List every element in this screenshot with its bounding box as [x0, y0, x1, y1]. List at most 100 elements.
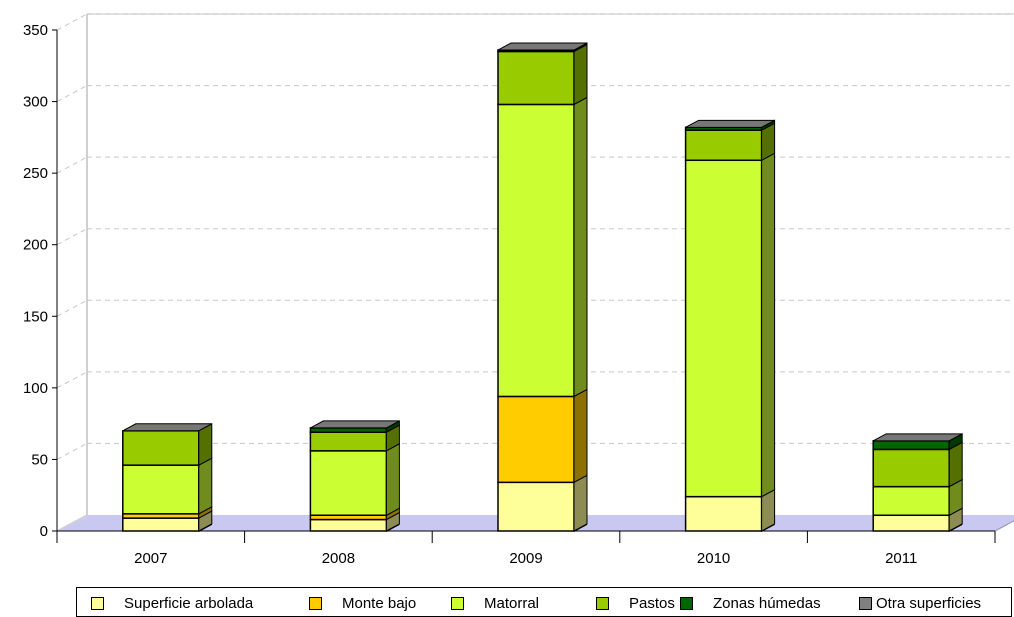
bar-segment — [684, 152, 776, 498]
bar-top-cap — [497, 42, 588, 51]
bar-face — [872, 485, 950, 517]
bar-face — [309, 518, 388, 532]
legend-item: Monte bajo — [309, 593, 416, 613]
legend-label: Matorral — [484, 594, 540, 612]
gridline-diagonal — [56, 228, 88, 246]
bar-segment — [122, 510, 213, 532]
x-tick-label: 2008 — [322, 550, 355, 567]
y-tick-label: 0 — [40, 523, 48, 540]
x-tick-label: 2011 — [885, 550, 917, 567]
legend-swatch — [680, 596, 693, 610]
bar-face — [872, 440, 950, 451]
legend-swatch — [451, 596, 464, 610]
y-tick-label: 50 — [31, 451, 48, 468]
bar-side — [198, 457, 213, 515]
bar-side — [761, 152, 776, 498]
bar-segment — [309, 424, 400, 452]
bar-face — [309, 450, 388, 517]
bar-segment — [684, 488, 776, 532]
bar-face — [684, 129, 763, 162]
bar-side — [385, 443, 400, 517]
bar-side — [948, 441, 963, 488]
legend-label: Zonas húmedas — [713, 594, 821, 612]
legend-item: Otra superficies — [859, 593, 981, 613]
y-tick-label: 200 — [23, 237, 48, 254]
bar-base-edge — [949, 524, 963, 532]
y-tick-label: 300 — [23, 94, 48, 111]
bar-top-cap — [872, 433, 963, 442]
bar-segment — [497, 474, 588, 532]
bar-top-cap — [122, 423, 213, 432]
bar-side — [573, 388, 588, 484]
bar-face — [872, 514, 950, 532]
y-tick-label: 250 — [23, 165, 48, 182]
bar-face — [872, 448, 950, 488]
legend-label: Superficie arbolada — [124, 594, 254, 612]
bar-face — [497, 395, 575, 484]
bar-top-cap — [685, 119, 775, 128]
y-tick-label: 350 — [23, 22, 48, 39]
bar-face — [497, 50, 575, 106]
gridline-diagonal — [56, 13, 88, 31]
legend-swatch — [91, 596, 104, 610]
bar-base-edge — [574, 524, 587, 532]
bar-segment — [497, 43, 588, 106]
gridline-diagonal — [56, 442, 88, 460]
bar-face — [309, 427, 388, 433]
bar-stack-2010 — [684, 119, 776, 532]
x-tick-label: 2007 — [134, 550, 167, 567]
legend-swatch — [859, 596, 872, 610]
legend-label: Otra superficies — [876, 594, 982, 612]
gridline-diagonal — [56, 371, 88, 389]
bar-stack-2011 — [872, 432, 963, 532]
y-tick-label: 150 — [23, 308, 48, 325]
bar-face — [122, 430, 200, 466]
legend-item: Superficie arbolada — [91, 593, 253, 613]
gridline-diagonal — [56, 85, 88, 103]
bar-face — [684, 159, 763, 498]
legend-item: Zonas húmedas — [680, 593, 821, 613]
floor-left-edge — [56, 514, 88, 532]
bar-segment — [122, 457, 213, 515]
bar-stack-2008 — [309, 420, 400, 532]
gridline-diagonal — [56, 156, 88, 174]
bar-face — [122, 517, 200, 532]
gridline-diagonal — [56, 299, 88, 317]
bar-stack-2009 — [497, 42, 588, 532]
bar-stack-2007 — [122, 422, 213, 532]
bar-face — [309, 431, 388, 452]
bar-side — [573, 474, 588, 532]
bar-side — [573, 96, 588, 398]
bar-segment — [872, 507, 963, 532]
legend: Superficie arbolada Monte bajo Matorral Pas… — [76, 587, 1012, 617]
bar-face — [497, 103, 575, 398]
x-tick-label: 2010 — [697, 550, 730, 567]
x-tick-label: 2009 — [509, 550, 542, 567]
bar-segment — [872, 441, 963, 488]
bar-segment — [497, 388, 588, 484]
bar-face — [684, 495, 763, 532]
x-axis: 2007 2008 2009 2010 2011 — [56, 530, 996, 567]
bar-segment — [872, 478, 963, 517]
legend-item: Matorral — [451, 593, 539, 613]
bar-base-edge — [761, 524, 775, 532]
floor-right-edge — [994, 520, 1014, 532]
bar-side — [573, 43, 588, 106]
bars — [122, 42, 963, 532]
bar-top-cap — [310, 420, 400, 429]
y-tick-label: 100 — [23, 380, 48, 397]
legend-swatch — [309, 596, 322, 610]
legend-label: Pastos — [629, 594, 675, 612]
bar-segment — [497, 96, 588, 398]
bar-segment — [684, 122, 776, 162]
bar-segment — [309, 443, 400, 517]
bar-base-edge — [198, 524, 212, 532]
bar-face — [122, 464, 200, 515]
bar-base-edge — [386, 524, 400, 532]
legend-item: Pastos — [596, 593, 675, 613]
bar-face — [497, 481, 575, 532]
legend-swatch — [596, 596, 609, 610]
legend-label: Monte bajo — [342, 594, 417, 612]
y-axis: 0 50 100 150 200 250 300 350 — [23, 22, 58, 540]
